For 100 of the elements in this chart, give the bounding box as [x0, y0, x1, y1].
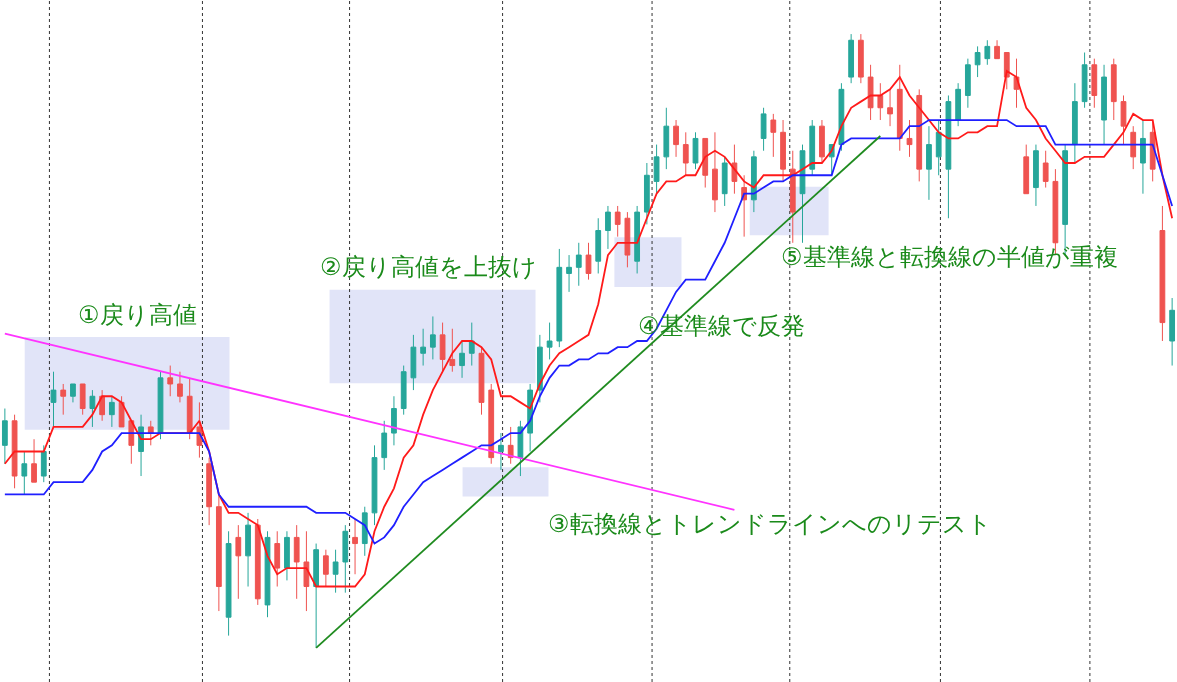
candlestick [692, 131, 699, 170]
candlestick [147, 420, 154, 446]
candlestick [303, 530, 310, 612]
candlestick [556, 248, 563, 348]
candlestick [274, 530, 281, 588]
candlestick [624, 211, 631, 268]
candlestick [780, 119, 786, 182]
candlestick [653, 144, 660, 195]
candlestick [177, 371, 183, 403]
candlestick [31, 438, 37, 483]
candlestick [1110, 58, 1117, 121]
annotation: ⑤基準線と転換線の半値が重複 [781, 243, 1118, 271]
candlestick [887, 88, 893, 127]
candlestick [429, 315, 436, 360]
candlestick [313, 543, 320, 649]
candlestick [575, 242, 582, 287]
candlestick [391, 395, 397, 446]
candlestick [819, 119, 825, 164]
candlestick [70, 383, 76, 403]
candlestick [750, 150, 757, 213]
candlestick [245, 512, 251, 588]
candlestick [1159, 205, 1166, 342]
candlestick [1071, 82, 1078, 164]
candlestick [478, 346, 485, 416]
candlestick [799, 144, 806, 244]
candlestick [673, 119, 679, 158]
candlestick [352, 518, 358, 575]
candlestick [643, 162, 650, 225]
candlestick [964, 58, 971, 109]
candlestick [926, 125, 932, 201]
candlestick [40, 444, 47, 483]
candlestick [498, 432, 504, 471]
candlestick [877, 82, 884, 121]
candlestick [536, 334, 543, 403]
candlestick [157, 371, 164, 440]
candlestick [215, 493, 222, 612]
candlestick [857, 33, 864, 84]
candlestick [1023, 144, 1030, 195]
candlestick [99, 389, 106, 422]
candlestick [11, 414, 18, 489]
candlestick [984, 39, 991, 66]
candlestick [254, 518, 261, 606]
candlestick [206, 457, 213, 526]
candlestick [721, 156, 728, 207]
candlestick [420, 328, 427, 367]
candlestick [60, 383, 67, 416]
candlestick [974, 45, 981, 78]
candlestick [381, 420, 388, 471]
candlestick [186, 377, 193, 440]
candlestick [770, 113, 777, 158]
candlestick [342, 524, 349, 594]
candlestick [789, 150, 796, 244]
candlestick [1033, 144, 1039, 207]
annotation: ①戻り高値 [78, 301, 197, 329]
candlestick [79, 383, 86, 416]
candlestick [546, 322, 553, 360]
candlestick [1140, 119, 1146, 195]
candlestick [439, 322, 446, 373]
candlestick [322, 549, 329, 588]
candlestick [459, 340, 465, 379]
candlestick [167, 365, 174, 397]
candlestick [760, 107, 767, 152]
candlestick [682, 131, 689, 176]
candlestick [1120, 94, 1127, 146]
candlestick [809, 119, 816, 176]
candlestick [293, 524, 300, 600]
candlestick [332, 549, 339, 594]
candlestick [838, 82, 845, 152]
candlestick [400, 365, 407, 416]
candlestick [488, 383, 495, 465]
candlestick [1169, 297, 1176, 367]
candlestick [235, 524, 242, 600]
candlestick [50, 371, 57, 428]
candlestick [906, 119, 913, 158]
candlestick [118, 395, 125, 428]
candlestick [614, 205, 621, 238]
candlestick [1081, 52, 1088, 109]
candlestick [89, 389, 96, 428]
candlestick [264, 530, 271, 618]
candlestick [371, 444, 378, 526]
candlestick [945, 94, 952, 219]
candlestick [712, 131, 718, 213]
candlestick [361, 506, 368, 557]
candlestick [410, 334, 417, 391]
candlestick [848, 33, 855, 84]
candlestick [634, 205, 641, 274]
candlestick [935, 119, 942, 176]
candlestick [1, 408, 8, 465]
candlestick [867, 64, 874, 121]
candlestick [1130, 125, 1137, 170]
candlestick [916, 88, 923, 182]
candlestick [507, 426, 514, 465]
candlestick [702, 137, 709, 189]
candlestick [896, 64, 903, 152]
candlestick [1091, 58, 1098, 109]
candlestick [108, 395, 115, 428]
candlestick [955, 82, 962, 127]
candlestick [21, 450, 28, 495]
candlestick [994, 39, 1000, 60]
candlestick [1042, 150, 1049, 189]
